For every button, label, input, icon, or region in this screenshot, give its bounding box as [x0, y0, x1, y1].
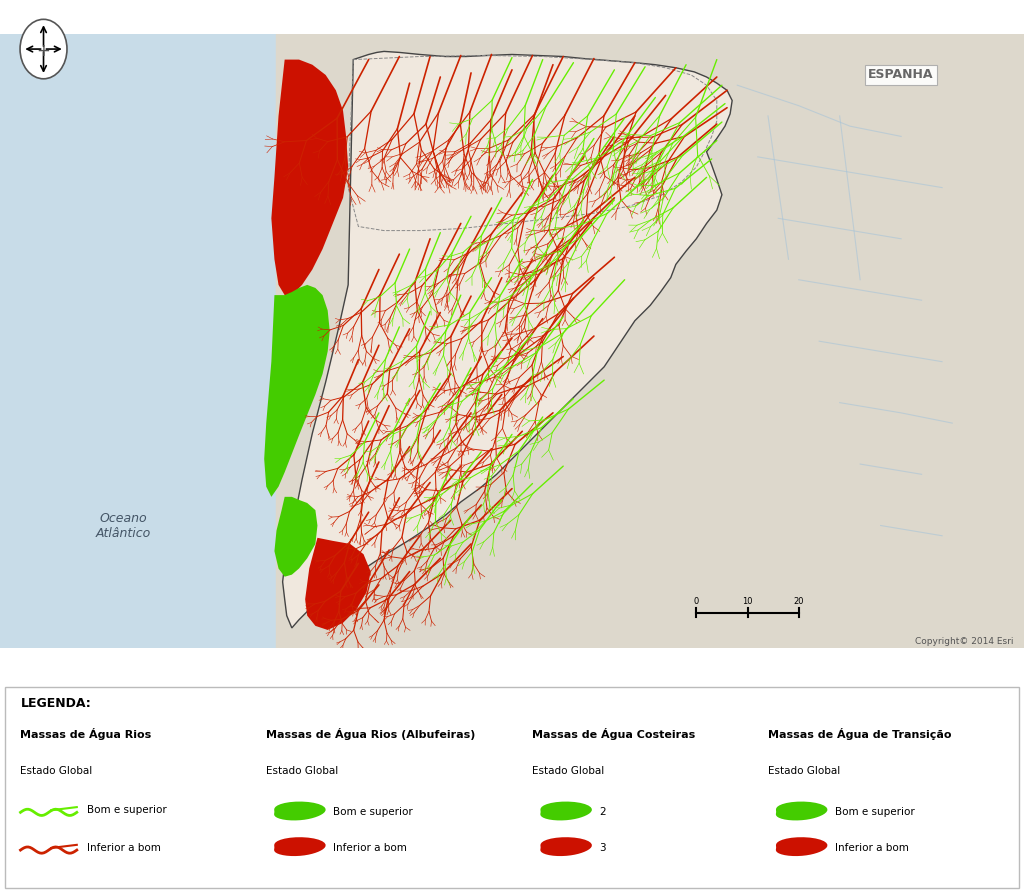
Text: Estado Global: Estado Global — [532, 766, 605, 776]
Polygon shape — [776, 802, 827, 821]
Polygon shape — [264, 285, 330, 497]
Text: 20: 20 — [794, 598, 804, 607]
Text: Estado Global: Estado Global — [266, 766, 339, 776]
Text: Massas de Água Rios: Massas de Água Rios — [20, 729, 152, 740]
Text: Inferior a bom: Inferior a bom — [835, 843, 908, 853]
Text: Estado Global: Estado Global — [20, 766, 93, 776]
Text: 10: 10 — [742, 598, 753, 607]
Text: Inferior a bom: Inferior a bom — [333, 843, 407, 853]
Polygon shape — [541, 838, 592, 856]
Text: 3: 3 — [599, 843, 605, 853]
Text: Copyright© 2014 Esri: Copyright© 2014 Esri — [915, 638, 1014, 647]
Text: 0: 0 — [693, 598, 699, 607]
Polygon shape — [274, 802, 326, 821]
Text: Massas de Água Rios (Albufeiras): Massas de Água Rios (Albufeiras) — [266, 729, 475, 740]
Text: Estado Global: Estado Global — [768, 766, 841, 776]
Text: ESPANHA: ESPANHA — [868, 69, 934, 81]
Text: Bom e superior: Bom e superior — [87, 805, 167, 815]
Bar — [276, 34, 1024, 648]
Text: Oceano
Atlântico: Oceano Atlântico — [95, 511, 151, 540]
Text: Bom e superior: Bom e superior — [333, 807, 413, 817]
Text: Massas de Água Costeiras: Massas de Água Costeiras — [532, 729, 695, 740]
Polygon shape — [283, 52, 732, 628]
Polygon shape — [274, 497, 317, 577]
Polygon shape — [271, 60, 348, 295]
Text: Bom e superior: Bom e superior — [835, 807, 914, 817]
Text: LEGENDA:: LEGENDA: — [20, 697, 91, 710]
Circle shape — [20, 20, 67, 78]
Text: Massas de Água de Transição: Massas de Água de Transição — [768, 729, 951, 740]
Polygon shape — [274, 838, 326, 856]
Polygon shape — [305, 538, 371, 630]
Text: Inferior a bom: Inferior a bom — [87, 843, 161, 853]
Text: +: + — [37, 42, 50, 60]
Polygon shape — [776, 838, 827, 856]
Polygon shape — [541, 802, 592, 821]
Text: 2: 2 — [599, 807, 605, 817]
